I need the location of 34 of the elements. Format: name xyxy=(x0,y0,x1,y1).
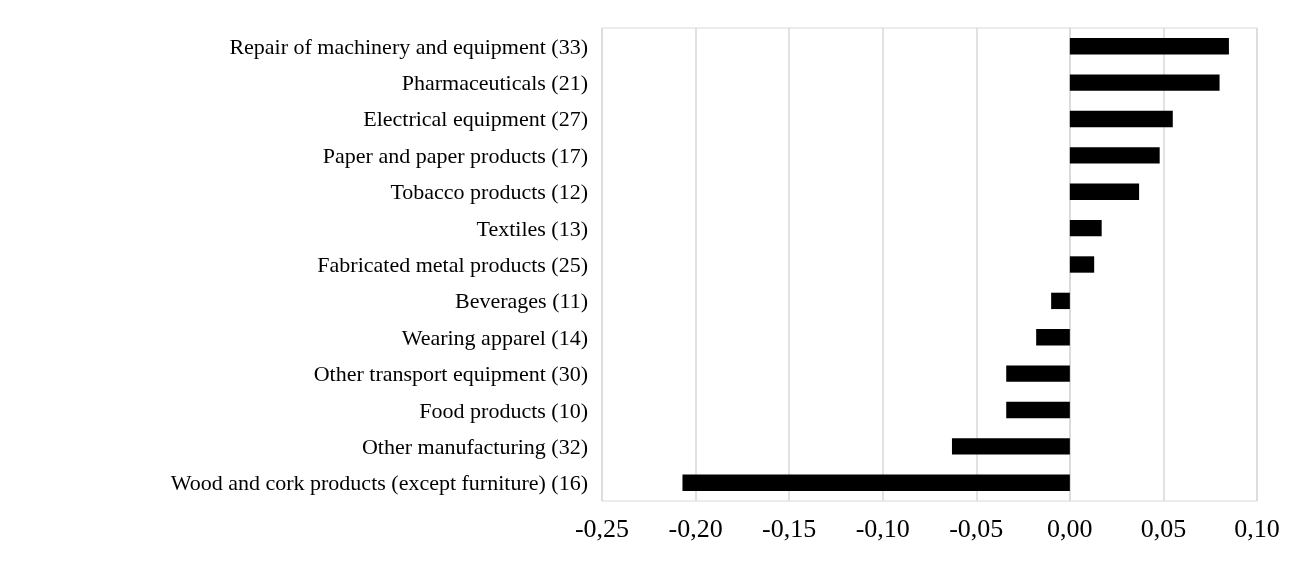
bar xyxy=(951,438,1070,455)
x-tick-label: -0,05 xyxy=(949,513,1004,543)
x-tick-label: -0,10 xyxy=(855,513,910,543)
y-tick-label: Tobacco products (12) xyxy=(390,179,588,205)
x-tick-label: -0,25 xyxy=(574,513,630,543)
x-tick-label: 0,10 xyxy=(1234,513,1280,543)
y-tick-label: Wood and cork products (except furniture) (16) xyxy=(170,470,588,496)
bar xyxy=(1069,74,1220,91)
x-tick-label: -0,15 xyxy=(762,513,817,543)
y-tick-label: Textiles (13) xyxy=(476,215,588,241)
y-tick-label: Fabricated metal products (25) xyxy=(317,252,588,277)
y-tick-label: Electrical equipment (27) xyxy=(363,106,588,132)
bar xyxy=(682,474,1070,491)
x-tick-label: -0,20 xyxy=(668,513,723,543)
bar xyxy=(1069,38,1229,55)
x-tick-label: 0,05 xyxy=(1140,513,1187,543)
y-tick-label: Other transport equipment (30) xyxy=(313,361,588,387)
bar xyxy=(1069,219,1102,237)
bar xyxy=(1051,292,1070,310)
bar xyxy=(1069,110,1173,128)
x-tick-label: 0,00 xyxy=(1047,513,1093,543)
bar xyxy=(1069,183,1140,200)
bar xyxy=(1036,329,1070,346)
y-tick-label: Other manufacturing (32) xyxy=(361,433,588,459)
bar xyxy=(1069,147,1160,164)
bar xyxy=(1069,256,1095,273)
bar xyxy=(1006,401,1070,419)
y-tick-label: Beverages (11) xyxy=(455,288,588,314)
bar xyxy=(1006,365,1070,382)
y-tick-label: Wearing apparel (14) xyxy=(401,324,588,350)
y-tick-label: Repair of machinery and equipment (33) xyxy=(229,33,588,59)
y-tick-label: Paper and paper products (17) xyxy=(322,142,588,168)
y-tick-label: Food products (10) xyxy=(419,397,588,423)
y-tick-label: Pharmaceuticals (21) xyxy=(401,70,588,96)
